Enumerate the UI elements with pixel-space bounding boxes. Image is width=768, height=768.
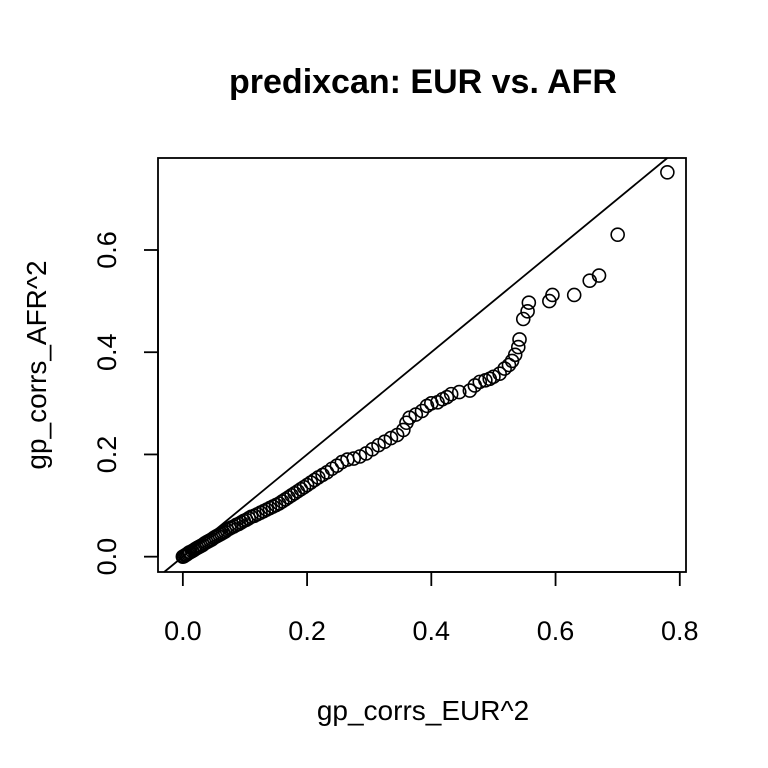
data-point <box>492 366 507 381</box>
data-point <box>512 332 527 347</box>
data-point <box>591 268 607 283</box>
data-point <box>346 451 361 466</box>
data-point <box>307 472 322 488</box>
data-point <box>443 386 459 402</box>
data-point <box>510 339 526 355</box>
data-point <box>660 165 675 180</box>
x-tick-label: 0.2 <box>288 616 326 646</box>
plot-area <box>157 157 687 573</box>
x-tick-label: 0.0 <box>164 616 202 646</box>
data-point <box>521 295 537 310</box>
data-point <box>545 287 560 303</box>
y-axis-label: gp_corrs_AFR^2 <box>21 260 52 469</box>
data-point <box>396 422 411 438</box>
data-point <box>610 227 625 242</box>
data-point <box>520 304 535 319</box>
chart-title: predixcan: EUR vs. AFR <box>229 63 617 101</box>
data-point <box>462 383 478 398</box>
data-point <box>303 475 319 490</box>
x-tick-label: 0.6 <box>537 616 575 646</box>
y-tick-label: 0.2 <box>92 436 122 474</box>
reference-line <box>163 157 668 573</box>
plot-frame <box>157 157 687 573</box>
y-tick-label: 0.4 <box>92 333 122 371</box>
data-point <box>515 311 531 327</box>
data-point <box>414 403 430 419</box>
y-tick-label: 0.6 <box>92 231 122 269</box>
x-tick-label: 0.8 <box>661 616 699 646</box>
data-point <box>451 384 467 400</box>
y-axis: 0.0 0.2 0.4 0.6 <box>92 231 159 576</box>
y-tick-label: 0.0 <box>92 538 122 576</box>
data-point <box>472 374 488 390</box>
data-point <box>507 347 523 363</box>
data-point <box>566 287 582 303</box>
data-points <box>175 165 675 564</box>
x-axis-label: gp_corrs_EUR^2 <box>317 695 529 726</box>
x-tick-label: 0.4 <box>413 616 451 646</box>
data-point <box>497 361 512 376</box>
data-point <box>439 389 455 405</box>
data-point <box>299 477 315 493</box>
x-axis: 0.0 0.2 0.4 0.6 0.8 <box>164 571 699 646</box>
